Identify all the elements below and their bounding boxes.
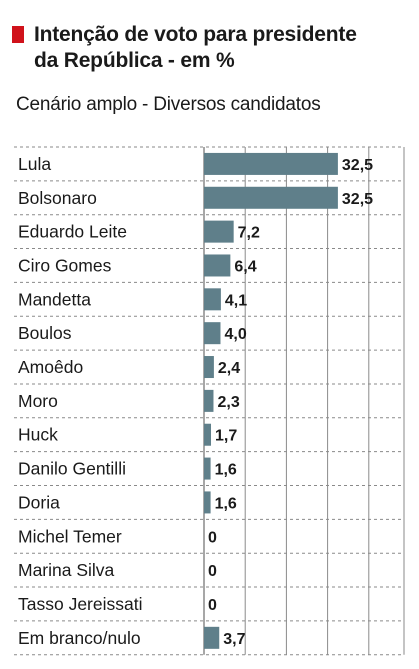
bar [204,186,338,209]
category-label: Bolsonaro [18,188,97,208]
value-label: 1,6 [215,462,237,479]
bar [204,152,338,175]
value-label: 32,5 [342,191,373,208]
category-label: Em branco/nulo [18,628,141,648]
bar [204,220,234,243]
chart-title-line-2: da República - em % [34,49,235,72]
chart-subtitle: Cenário amplo - Diversos candidatos [16,94,321,115]
bar [204,423,212,446]
category-label: Moro [18,391,58,411]
category-label: Tasso Jereissati [18,594,143,614]
category-label: Doria [18,492,60,512]
chart-title-line-1: Intenção de voto para presidente [34,23,357,46]
value-label: 7,2 [238,225,260,242]
category-label: Ciro Gomes [18,255,112,275]
bar [204,389,214,412]
value-label: 0 [208,563,217,580]
value-label: 0 [208,597,217,614]
category-label: Marina Silva [18,560,115,580]
category-label: Boulos [18,323,72,343]
bar [204,626,220,649]
chart-title: Intenção de voto para presidente da Repú… [34,22,412,74]
bar [204,491,211,514]
value-label: 1,7 [215,428,237,445]
value-label: 6,4 [234,258,256,275]
value-label: 2,4 [218,360,240,377]
bar [204,356,214,379]
chart-title-block: Intenção de voto para presidente da Repú… [12,22,412,74]
category-label: Lula [18,154,51,174]
value-label: 3,7 [223,631,245,648]
category-label: Danilo Gentilli [18,459,126,479]
value-label: 1,6 [215,495,237,512]
value-label: 32,5 [342,157,373,174]
bar [204,288,221,311]
value-label: 2,3 [217,394,239,411]
category-label: Amoêdo [18,357,83,377]
title-marker [12,26,24,43]
bar [204,322,221,345]
bar [204,457,211,480]
category-label: Michel Temer [18,526,122,546]
value-label: 0 [208,529,217,546]
category-label: Huck [18,425,58,445]
value-label: 4,1 [225,292,247,309]
bar [204,254,231,277]
category-label: Eduardo Leite [18,222,127,242]
category-label: Mandetta [18,289,91,309]
value-label: 4,0 [224,326,246,343]
